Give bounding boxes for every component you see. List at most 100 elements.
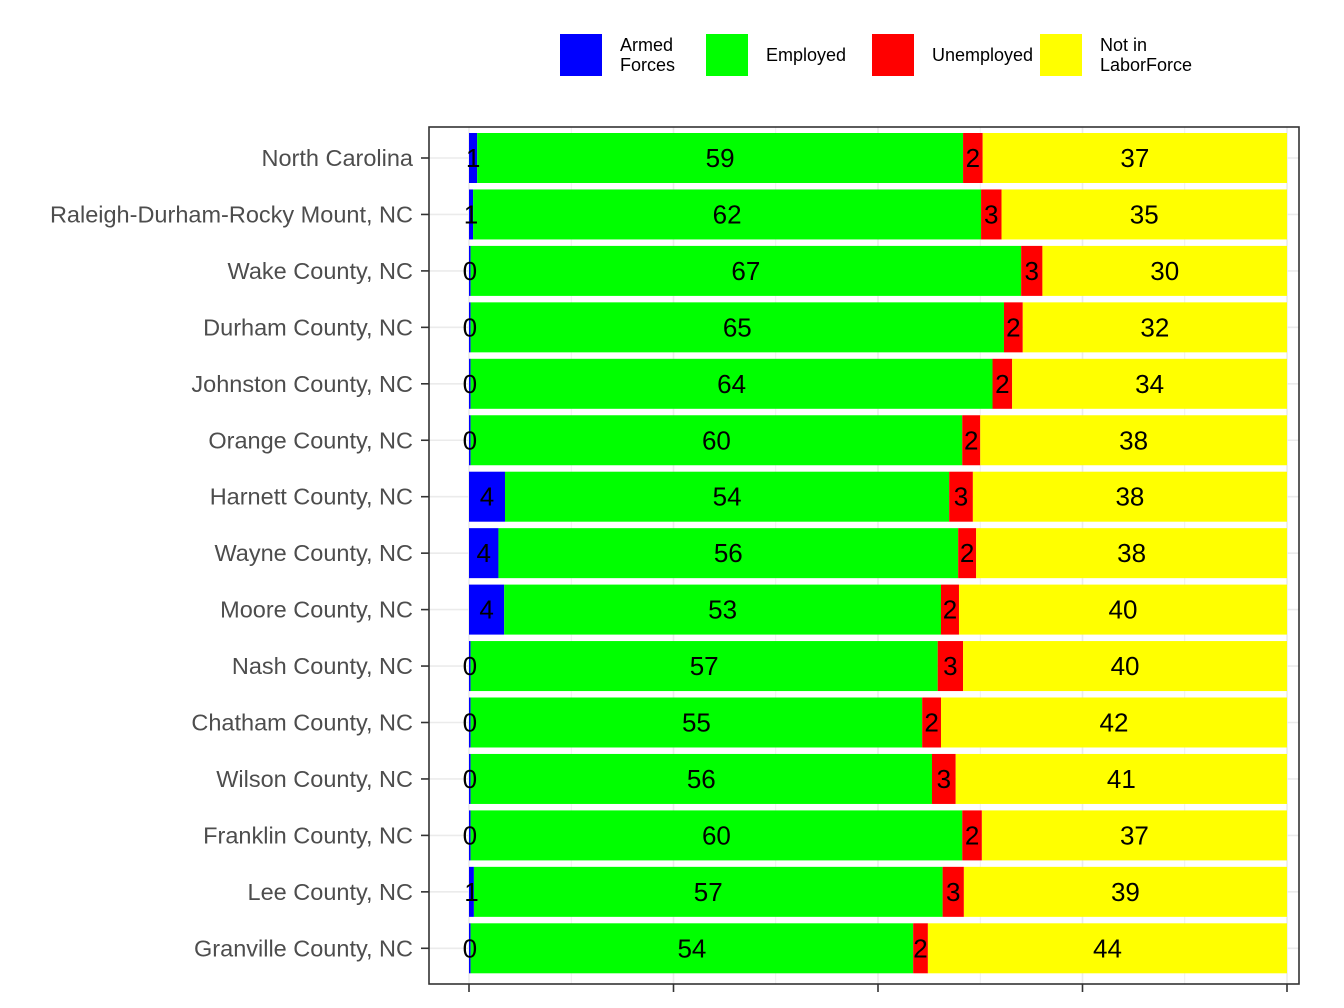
bar-armed-forces-north-carolina	[469, 133, 478, 183]
data-label-not-in-laborforce-durham-county-nc: 32	[1140, 312, 1169, 342]
bar-unemployed-franklin-county-nc	[962, 810, 982, 861]
data-label-employed-chatham-county-nc: 55	[682, 708, 711, 738]
data-label-employed-moore-county-nc: 53	[708, 595, 737, 625]
data-label-unemployed-franklin-county-nc: 2	[965, 820, 979, 850]
y-tick-label-johnston-county-nc: Johnston County, NC	[191, 371, 413, 397]
bar-unemployed-orange-county-nc	[962, 415, 981, 466]
data-label-armed-forces-nash-county-nc: 0	[463, 651, 477, 681]
legend-item-employed: Employed	[706, 34, 864, 76]
y-tick-label-durham-county-nc: Durham County, NC	[203, 314, 413, 340]
bar-employed-chatham-county-nc	[470, 697, 923, 748]
data-label-employed-johnston-county-nc: 64	[717, 369, 746, 399]
bar-armed-forces-moore-county-nc	[469, 584, 505, 635]
data-label-unemployed-orange-county-nc: 2	[964, 425, 978, 455]
data-label-not-in-laborforce-wilson-county-nc: 41	[1107, 764, 1136, 794]
bar-armed-forces-franklin-county-nc	[469, 810, 471, 861]
data-label-employed-lee-county-nc: 57	[694, 877, 723, 907]
data-label-not-in-laborforce-chatham-county-nc: 42	[1100, 708, 1129, 738]
data-label-employed-north-carolina: 59	[706, 143, 735, 173]
data-label-armed-forces-johnston-county-nc: 0	[463, 369, 477, 399]
data-label-armed-forces-granville-county-nc: 0	[463, 933, 477, 963]
data-label-not-in-laborforce-orange-county-nc: 38	[1119, 425, 1148, 455]
data-label-not-in-laborforce-johnston-county-nc: 34	[1135, 369, 1164, 399]
data-label-employed-raleigh-durham-rocky-mount-nc: 62	[713, 199, 742, 229]
data-label-not-in-laborforce-granville-county-nc: 44	[1093, 933, 1122, 963]
bar-armed-forces-harnett-county-nc	[469, 471, 505, 522]
bar-not-in-laborforce-durham-county-nc	[1022, 302, 1287, 353]
bar-not-in-laborforce-harnett-county-nc	[972, 471, 1287, 522]
legend-item-armed-forces: Armed Forces	[560, 34, 698, 76]
bar-employed-wake-county-nc	[470, 245, 1022, 296]
bar-employed-johnston-county-nc	[470, 358, 993, 409]
bar-not-in-laborforce-franklin-county-nc	[981, 810, 1287, 861]
data-label-armed-forces-raleigh-durham-rocky-mount-nc: 1	[464, 199, 478, 229]
bar-not-in-laborforce-north-carolina	[982, 133, 1287, 183]
y-tick-label-moore-county-nc: Moore County, NC	[220, 597, 413, 623]
bar-employed-moore-county-nc	[504, 584, 941, 635]
data-label-employed-franklin-county-nc: 60	[702, 820, 731, 850]
data-label-armed-forces-franklin-county-nc: 0	[463, 820, 477, 850]
data-label-employed-wake-county-nc: 67	[731, 256, 760, 286]
bar-armed-forces-nash-county-nc	[469, 641, 471, 692]
bar-not-in-laborforce-raleigh-durham-rocky-mount-nc	[1001, 189, 1287, 240]
data-label-armed-forces-lee-county-nc: 1	[464, 877, 478, 907]
data-label-employed-orange-county-nc: 60	[702, 425, 731, 455]
bar-employed-harnett-county-nc	[504, 471, 950, 522]
y-tick-label-franklin-county-nc: Franklin County, NC	[203, 822, 413, 848]
legend-label-unemployed: Unemployed	[932, 45, 1034, 65]
bar-unemployed-granville-county-nc	[913, 923, 928, 974]
data-label-unemployed-harnett-county-nc: 3	[954, 482, 968, 512]
data-label-armed-forces-chatham-county-nc: 0	[463, 708, 477, 738]
data-label-unemployed-durham-county-nc: 2	[1006, 312, 1020, 342]
bar-employed-orange-county-nc	[470, 415, 963, 466]
bar-not-in-laborforce-moore-county-nc	[958, 584, 1287, 635]
bar-armed-forces-wilson-county-nc	[469, 753, 471, 804]
bar-not-in-laborforce-wake-county-nc	[1042, 245, 1287, 296]
y-tick-label-orange-county-nc: Orange County, NC	[208, 427, 413, 453]
bar-armed-forces-chatham-county-nc	[469, 697, 471, 748]
bar-armed-forces-granville-county-nc	[469, 923, 471, 974]
data-label-unemployed-wayne-county-nc: 2	[960, 538, 974, 568]
bar-employed-wayne-county-nc	[498, 528, 959, 579]
bar-unemployed-wayne-county-nc	[958, 528, 977, 579]
bar-not-in-laborforce-lee-county-nc	[963, 866, 1287, 917]
bar-unemployed-durham-county-nc	[1003, 302, 1023, 353]
bar-employed-franklin-county-nc	[470, 810, 963, 861]
data-label-not-in-laborforce-franklin-county-nc: 37	[1120, 820, 1149, 850]
legend-swatch-armed-forces	[560, 34, 602, 76]
data-label-armed-forces-north-carolina: 1	[466, 143, 480, 173]
data-label-employed-granville-county-nc: 54	[677, 933, 706, 963]
bar-unemployed-wilson-county-nc	[931, 753, 956, 804]
data-label-armed-forces-wayne-county-nc: 4	[476, 538, 490, 568]
data-label-employed-nash-county-nc: 57	[690, 651, 719, 681]
data-label-armed-forces-durham-county-nc: 0	[463, 312, 477, 342]
y-tick-label-wilson-county-nc: Wilson County, NC	[216, 766, 413, 792]
bar-armed-forces-orange-county-nc	[469, 415, 471, 466]
bar-employed-durham-county-nc	[470, 302, 1004, 353]
data-label-not-in-laborforce-nash-county-nc: 40	[1111, 651, 1140, 681]
data-label-unemployed-chatham-county-nc: 2	[924, 708, 938, 738]
y-tick-label-granville-county-nc: Granville County, NC	[194, 935, 413, 961]
data-label-unemployed-moore-county-nc: 2	[943, 595, 957, 625]
bar-unemployed-johnston-county-nc	[992, 358, 1013, 409]
bar-armed-forces-raleigh-durham-rocky-mount-nc	[469, 189, 474, 240]
bar-unemployed-chatham-county-nc	[922, 697, 941, 748]
bar-employed-wilson-county-nc	[470, 753, 932, 804]
legend-item-unemployed: Unemployed	[872, 34, 1034, 76]
bar-not-in-laborforce-johnston-county-nc	[1012, 358, 1287, 409]
data-label-armed-forces-orange-county-nc: 0	[463, 425, 477, 455]
bar-armed-forces-wake-county-nc	[469, 245, 471, 296]
data-label-unemployed-wake-county-nc: 3	[1025, 256, 1039, 286]
bar-armed-forces-johnston-county-nc	[469, 358, 471, 409]
data-label-armed-forces-wilson-county-nc: 0	[463, 764, 477, 794]
y-tick-label-north-carolina: North Carolina	[261, 145, 413, 171]
bar-armed-forces-durham-county-nc	[469, 302, 471, 353]
data-label-armed-forces-harnett-county-nc: 4	[480, 482, 494, 512]
y-tick-label-harnett-county-nc: Harnett County, NC	[210, 484, 413, 510]
data-label-armed-forces-wake-county-nc: 0	[463, 256, 477, 286]
y-tick-label-lee-county-nc: Lee County, NC	[248, 879, 413, 905]
bar-unemployed-lee-county-nc	[942, 866, 964, 917]
y-tick-label-nash-county-nc: Nash County, NC	[232, 653, 413, 679]
bar-not-in-laborforce-wayne-county-nc	[976, 528, 1287, 579]
